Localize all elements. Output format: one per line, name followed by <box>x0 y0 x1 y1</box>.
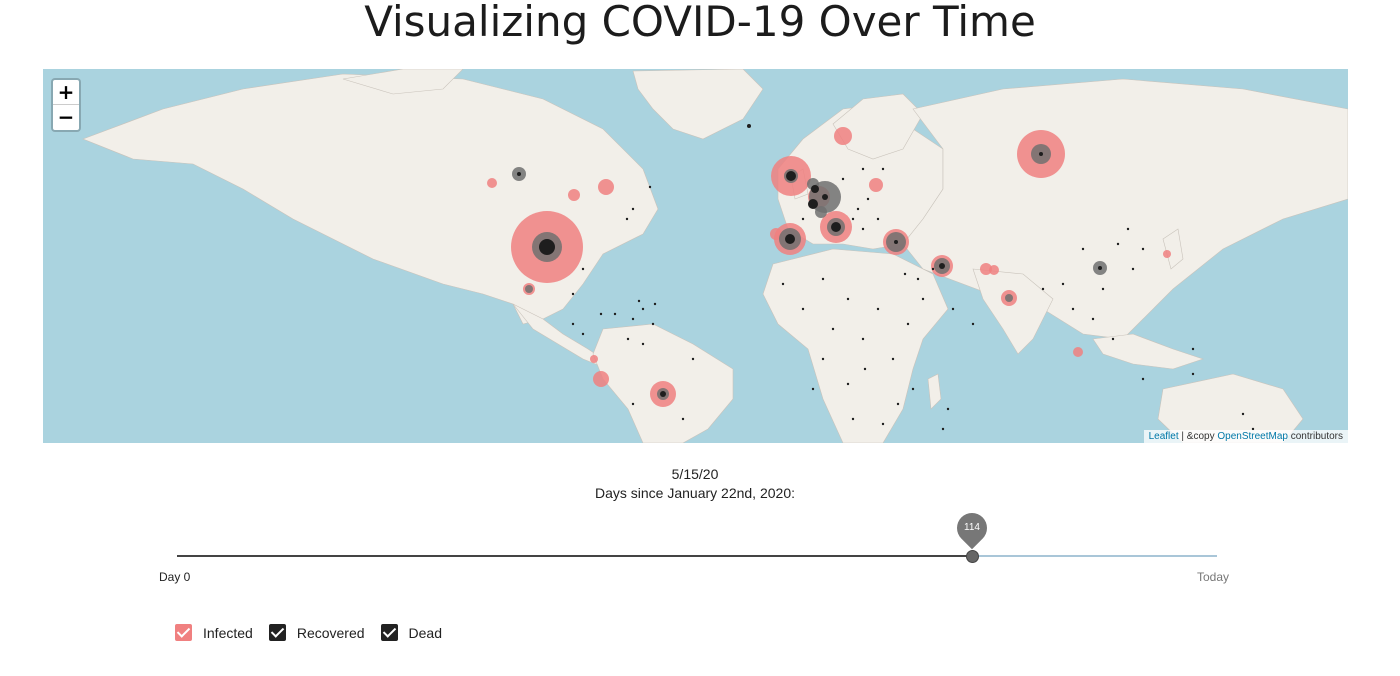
landmass-madagascar <box>927 373 942 410</box>
slider-handle[interactable] <box>966 550 979 563</box>
infected-circle-canada-qc <box>598 179 614 195</box>
world-map[interactable]: + − Leaflet | &copy OpenStreetMap contri… <box>43 69 1348 443</box>
slider-track-remaining[interactable] <box>972 555 1217 557</box>
dead-circle-brazil <box>660 391 666 397</box>
landmass-japan <box>1162 228 1184 270</box>
dead-circle-china <box>1098 266 1102 270</box>
dead-label: Dead <box>408 624 442 641</box>
recovered-label: Recovered <box>296 624 365 641</box>
slider-value-label: 114 <box>964 522 980 533</box>
map-attribution: Leaflet | &copy OpenStreetMap contributo… <box>1143 430 1348 443</box>
dead-circle-uk-small <box>747 124 751 128</box>
infected-circle-saudi <box>980 263 992 275</box>
landmass-arctic-islands <box>342 69 464 95</box>
zoom-out-button[interactable]: − <box>57 105 75 129</box>
recovered-circle-india <box>1005 294 1013 302</box>
openstreetmap-link[interactable]: OpenStreetMap <box>1217 431 1288 442</box>
dead-circle-spain <box>785 234 795 244</box>
landmass-scandinavia <box>832 93 924 160</box>
landmass-greenland <box>632 69 764 140</box>
page-title: Visualizing COVID-19 Over Time <box>364 0 1036 46</box>
legend-item-dead[interactable]: Dead <box>380 624 442 641</box>
dead-circle-russia <box>1039 152 1043 156</box>
current-date: 5/15/20 <box>671 466 719 482</box>
infected-circle-sweden <box>834 127 852 145</box>
recovered-checkbox[interactable] <box>268 624 286 641</box>
landmass-indonesia <box>1092 333 1204 370</box>
legend: Infected Recovered Dead <box>175 624 458 641</box>
slider-max-label: Today <box>1197 570 1230 584</box>
zoom-in-button[interactable]: + <box>53 80 79 105</box>
dead-checkbox[interactable] <box>380 624 398 641</box>
legend-item-infected[interactable]: Infected <box>175 624 253 641</box>
landmass-africa <box>762 248 949 443</box>
days-since-label: Days since January 22nd, 2020: <box>594 485 795 501</box>
dead-circle-usa <box>539 239 555 255</box>
infected-circle-ecuador <box>590 355 598 363</box>
attribution-suffix: contributors <box>1287 431 1343 442</box>
dead-circle-canada <box>517 172 521 176</box>
dead-circle-germany <box>822 194 828 200</box>
dead-circle-iran <box>939 263 945 269</box>
dead-circle-france <box>808 199 818 209</box>
zoom-control: + − <box>51 78 81 132</box>
infected-circle-belarus <box>869 178 883 192</box>
infected-circle-alberta <box>487 178 497 188</box>
map-tiles[interactable] <box>43 69 1348 443</box>
infected-circle-japan <box>1163 250 1171 258</box>
dead-circle-uk <box>786 171 796 181</box>
infected-label: Infected <box>203 624 253 641</box>
leaflet-link[interactable]: Leaflet <box>1148 431 1179 442</box>
landmass-india <box>972 268 1054 355</box>
infected-circle-canada-on <box>568 189 580 201</box>
attribution-separator: | &copy <box>1178 431 1218 442</box>
recovered-circle-switzerland <box>815 206 827 218</box>
dead-circle-belgium <box>811 185 819 193</box>
infected-circle-peru <box>593 371 609 387</box>
small-location-dots <box>571 167 1255 431</box>
infected-circle-portugal <box>770 228 782 240</box>
dead-circle-italy <box>831 222 841 232</box>
recovered-circle-mexico <box>525 285 533 293</box>
dead-circles <box>517 124 1102 397</box>
infected-checkbox[interactable] <box>175 624 192 641</box>
slider-min-label: Day 0 <box>159 570 191 584</box>
legend-item-recovered[interactable]: Recovered <box>268 624 365 641</box>
infected-circle-pakistan <box>989 265 999 275</box>
slider-track-filled[interactable] <box>177 555 972 557</box>
landmass-asia <box>902 78 1348 340</box>
dead-circle-turkey <box>894 240 898 244</box>
infected-circle-singapore <box>1073 347 1083 357</box>
day-slider[interactable]: 114 <box>177 506 1217 563</box>
